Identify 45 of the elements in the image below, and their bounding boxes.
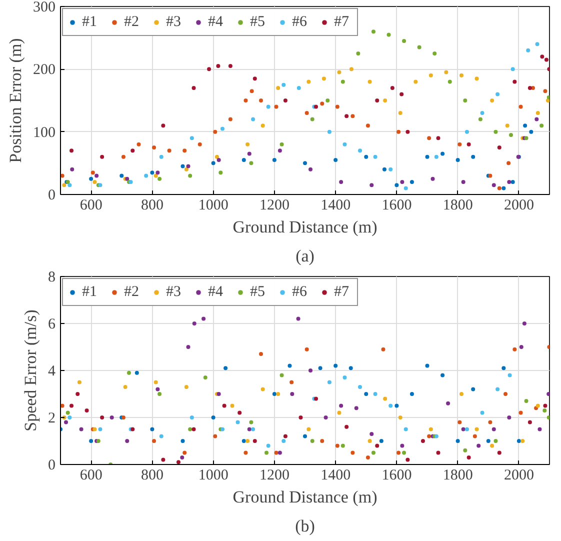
x-tick-label: 600 <box>80 198 102 214</box>
y-tick-label: 200 <box>33 62 56 78</box>
y-tick-label: 2 <box>48 410 56 426</box>
x-tick-label: 1400 <box>320 468 351 484</box>
y-tick-label: 6 <box>48 316 56 332</box>
legend-label: #3 <box>166 284 182 300</box>
legend-label: #5 <box>250 284 266 300</box>
legend-label: #2 <box>124 14 140 30</box>
legend-label: #4 <box>208 284 224 300</box>
y-tick-label: 0 <box>48 458 56 474</box>
x-tick-label: 2000 <box>504 468 534 484</box>
legend-label: #5 <box>250 14 266 30</box>
x-tick-label: 2000 <box>504 198 534 214</box>
x-tick-label: 1200 <box>259 198 290 214</box>
x-tick-label: 1000 <box>198 468 228 484</box>
text: (a) <box>296 246 314 266</box>
x-axis-title: Ground Distance (m) <box>232 218 378 236</box>
legend-label: #6 <box>292 14 308 30</box>
legend-label: #1 <box>82 284 98 300</box>
y-tick-label: 8 <box>48 270 56 286</box>
x-tick-label: 600 <box>80 468 102 484</box>
x-tick-label: 1600 <box>382 198 412 214</box>
legend-label: #7 <box>334 284 350 300</box>
legend-label: #3 <box>166 14 182 30</box>
x-tick-label: 1000 <box>198 198 228 214</box>
x-tick-label: 1200 <box>259 468 290 484</box>
x-tick-label: 1800 <box>442 468 473 484</box>
legend-label: #2 <box>124 284 140 300</box>
x-tick-label: 1600 <box>382 468 412 484</box>
y-axis-title: Speed Error (m/s) <box>21 310 40 432</box>
x-tick-label: 1400 <box>320 198 351 214</box>
y-tick-label: 100 <box>33 124 56 141</box>
y-tick-label: 0 <box>48 188 56 204</box>
y-axis-title: Position Error (m) <box>6 38 25 163</box>
legend-label: #1 <box>82 14 98 30</box>
legend-label: #4 <box>208 14 224 30</box>
x-axis-title: Ground Distance (m) <box>232 488 378 506</box>
legend-label: #6 <box>292 284 308 300</box>
y-tick-label: 4 <box>48 364 56 380</box>
legend-label: #7 <box>334 14 350 30</box>
x-tick-label: 1800 <box>442 198 473 214</box>
text: (b) <box>295 516 315 536</box>
x-tick-label: 800 <box>140 198 164 214</box>
y-tick-label: 300 <box>33 0 56 16</box>
x-tick-label: 800 <box>140 468 164 484</box>
